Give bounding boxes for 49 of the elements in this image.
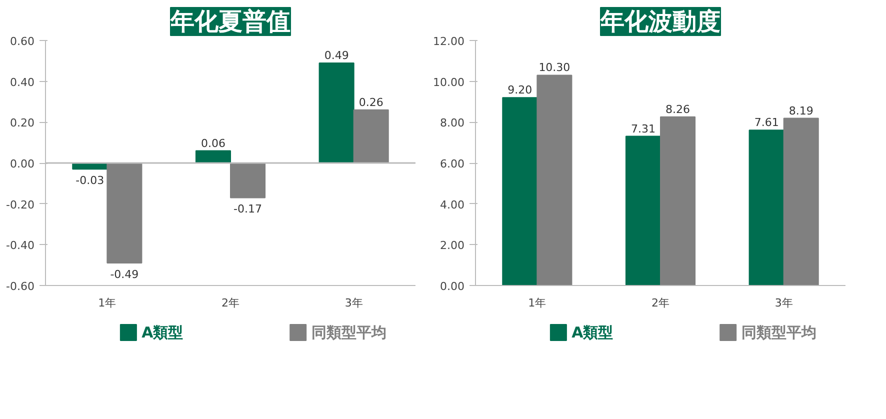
y-tick-label: 0.40	[10, 76, 35, 89]
y-tick-label: 4.00	[440, 198, 465, 212]
data-label: 8.26	[666, 102, 690, 116]
x-tick-label: 3年	[344, 296, 363, 310]
x-tick-label: 3年	[774, 296, 793, 310]
y-tick-label: 10.00	[433, 76, 465, 89]
y-tick-label: 12.00	[433, 35, 465, 48]
bar	[536, 74, 572, 286]
y-tick-label: 0.60	[10, 35, 35, 48]
legend-label: A類型	[572, 324, 614, 342]
chart-title: 年化夏普值	[170, 8, 290, 36]
chart-title: 年化波動度	[600, 8, 720, 36]
bar	[195, 150, 231, 164]
legend-label: 同類型平均	[741, 324, 816, 342]
y-tick-label: 0.00	[440, 280, 465, 293]
y-tick-label: 0.20	[10, 116, 35, 130]
y-tick-label: 8.00	[440, 116, 465, 130]
x-tick-label: 2年	[222, 296, 240, 310]
y-tick-label: 0.00	[10, 158, 35, 170]
data-label: 7.61	[754, 116, 779, 130]
bar	[353, 109, 389, 164]
data-label: 10.30	[538, 61, 570, 74]
data-label: 0.06	[200, 136, 226, 150]
y-tick-label: 6.00	[440, 158, 465, 170]
x-tick-label: 1年	[528, 296, 546, 310]
data-label: -0.17	[234, 202, 262, 216]
data-label: 0.26	[358, 96, 384, 109]
bar	[660, 116, 696, 286]
x-tick-label: 1年	[98, 296, 116, 310]
y-tick-label: -0.60	[6, 280, 35, 293]
data-label: 0.49	[324, 48, 349, 62]
x-tick-label: 2年	[652, 296, 670, 310]
y-tick-label: 2.00	[440, 239, 465, 252]
data-label: 9.20	[508, 84, 532, 97]
bar	[318, 62, 354, 164]
bar	[625, 136, 661, 286]
data-label: -0.49	[110, 268, 139, 282]
bar	[783, 118, 819, 286]
legend-label: 同類型平均	[311, 324, 386, 342]
bar	[106, 162, 142, 264]
data-label: 8.19	[788, 104, 814, 118]
data-label: -0.03	[76, 174, 104, 188]
bar	[502, 97, 538, 286]
bar	[748, 130, 784, 286]
y-tick-label: -0.20	[6, 198, 35, 212]
y-tick-label: -0.40	[6, 239, 35, 252]
data-label: 7.31	[630, 122, 656, 136]
legend-label: A類型	[142, 324, 184, 342]
bar	[230, 162, 266, 198]
